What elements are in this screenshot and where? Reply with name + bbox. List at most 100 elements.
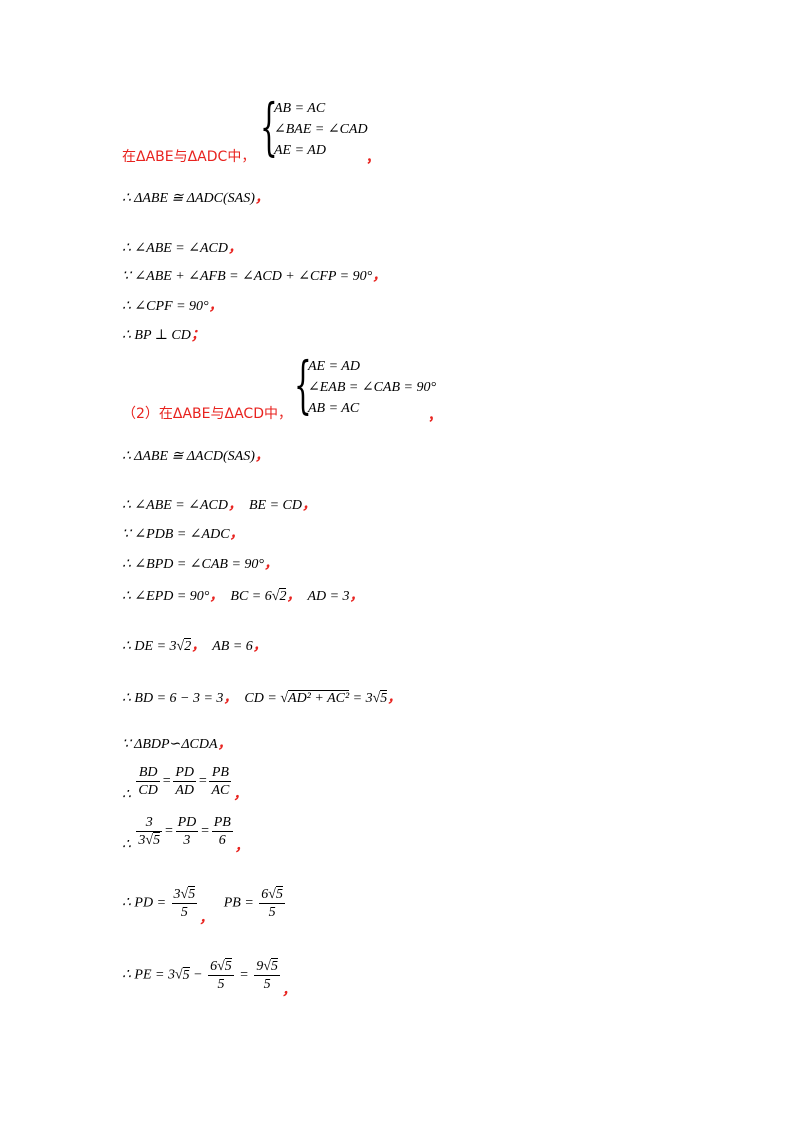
statement: ∴ ΔABE ≅ ΔADC(SAS) xyxy=(122,191,255,206)
comma: ， xyxy=(227,241,242,256)
numerator: 3√5 xyxy=(171,886,198,904)
line-16: ∴ BD CD = PD AD = PB AC， xyxy=(122,764,248,803)
statement: ∴ ∠EPD = 90° xyxy=(122,589,210,604)
system-line: ∠EAB = ∠CAB = 90° xyxy=(308,380,437,395)
comma: ， xyxy=(209,589,224,604)
numerator: BD xyxy=(136,764,160,782)
line-19: ∴ PE = 3√5 − 6√5 5 = 9√5 5， xyxy=(122,958,296,999)
comma: ， xyxy=(264,557,279,572)
radicand: 2 xyxy=(184,638,192,654)
statement: ∴ ∠ABE = ∠ACD xyxy=(122,241,228,256)
therefore-symbol: ∴ xyxy=(122,837,131,853)
line-6: ∴ BP ⊥ CD； xyxy=(122,327,205,345)
denominator: 5 xyxy=(217,977,225,992)
line-7: （2）在ΔABE与ΔACD中， xyxy=(122,405,292,424)
radicand: AD² + AC² xyxy=(288,690,350,706)
equation-system-1: AB = AC ∠BAE = ∠CAD AE = AD xyxy=(274,98,368,161)
radicand: 5 xyxy=(380,690,388,706)
condition-label: （2）在ΔABE与ΔACD中， xyxy=(122,406,292,422)
fraction: PD 3 xyxy=(175,814,199,849)
fraction: 9√5 5 xyxy=(254,958,280,993)
fraction: 6√5 5 xyxy=(208,958,234,993)
comma: ， xyxy=(252,639,267,654)
numerator: PB xyxy=(211,815,233,832)
line-3: ∴ ∠ABE = ∠ACD， xyxy=(122,240,242,258)
numerator: PD xyxy=(173,765,196,782)
condition-label: 在ΔABE与ΔADC中， xyxy=(122,149,256,165)
coefficient: 3 xyxy=(138,833,146,848)
statement: ∴ DE = 3 xyxy=(122,639,177,654)
system-line: ∠BAE = ∠CAD xyxy=(274,122,368,137)
fraction: PB 6 xyxy=(211,814,233,849)
comma: ， xyxy=(286,589,301,604)
statement: ∵ ∠PDB = ∠ADC xyxy=(122,527,230,542)
numerator: 9√5 xyxy=(254,958,280,976)
therefore-symbol: ∴ xyxy=(122,787,131,803)
comma: ， xyxy=(254,191,269,206)
radicand: 5 xyxy=(153,832,161,848)
line-12: ∴ ∠EPD = 90°， BC = 6√2， AD = 3， xyxy=(122,588,364,604)
comma: ， xyxy=(227,498,242,513)
line-8: ∴ ΔABE ≅ ΔACD(SAS)， xyxy=(122,448,269,466)
comma: ， xyxy=(223,691,238,706)
line-4: ∵ ∠ABE + ∠AFB = ∠ACD + ∠CFP = 90°， xyxy=(122,268,386,286)
radicand: 5 xyxy=(182,966,190,983)
fraction: BD CD xyxy=(136,764,160,799)
numerator: 6√5 xyxy=(208,958,234,976)
left-brace: { xyxy=(260,90,278,163)
fraction: 3√5 5 xyxy=(171,886,198,921)
comma: ， xyxy=(254,449,269,464)
system-line: AB = AC xyxy=(308,401,360,416)
numerator: PD xyxy=(175,815,199,832)
statement: ∴ PE = 3 xyxy=(122,967,175,983)
comma: ， xyxy=(199,911,214,927)
system-line: AE = AD xyxy=(274,143,326,158)
comma: ， xyxy=(366,151,380,166)
denominator: 6 xyxy=(218,833,226,848)
left-brace: { xyxy=(294,348,312,421)
line-5: ∴ ∠CPF = 90°， xyxy=(122,298,223,316)
coefficient: 3 xyxy=(173,887,181,902)
numerator: 3 xyxy=(136,814,163,832)
comma: ， xyxy=(281,983,296,999)
statement: PB = xyxy=(223,895,254,911)
comma: ， xyxy=(372,269,387,284)
minus-sign: − xyxy=(193,967,203,983)
comma: ， xyxy=(233,787,248,803)
fraction: PD AD xyxy=(173,764,196,799)
statement: ∴ BP ⊥ CD xyxy=(122,328,191,343)
coefficient: 6 xyxy=(261,887,269,902)
equation-system-2: AE = AD ∠EAB = ∠CAB = 90° AB = AC xyxy=(308,356,436,419)
line-13: ∴ DE = 3√2， AB = 6， xyxy=(122,638,267,654)
radicand: 5 xyxy=(275,886,283,902)
comma: ， xyxy=(229,527,244,542)
statement: AB = 6 xyxy=(212,639,253,654)
line-17: ∴ 3 3√5 = PD 3 = PB 6， xyxy=(122,814,249,855)
numerator: 6√5 xyxy=(259,886,285,904)
line-18: ∴ PD = 3√5 5， PB = 6√5 5 xyxy=(122,886,287,929)
comma: ， xyxy=(191,639,206,654)
denominator: CD xyxy=(138,783,158,798)
denominator: 5 xyxy=(180,905,188,920)
radicand: 5 xyxy=(188,886,196,902)
statement: ∴ ∠CPF = 90° xyxy=(122,299,209,314)
comma: ， xyxy=(349,589,364,604)
statement: ∵ ΔBDP∽ΔCDA xyxy=(122,737,218,752)
statement: ∴ PD = xyxy=(122,895,167,911)
denominator: 3 xyxy=(183,833,191,848)
comma: ， xyxy=(208,299,223,314)
statement: ∴ ∠ABE = ∠ACD xyxy=(122,498,228,513)
comma: ， xyxy=(234,839,249,855)
denominator: AD xyxy=(175,783,194,798)
radicand: 5 xyxy=(224,958,232,974)
line-10: ∵ ∠PDB = ∠ADC， xyxy=(122,526,244,544)
comma: ； xyxy=(190,328,205,343)
fraction: 3 3√5 xyxy=(136,814,163,849)
statement: ∵ ∠ABE + ∠AFB = ∠ACD + ∠CFP = 90° xyxy=(122,269,373,284)
numerator: PB xyxy=(209,764,232,782)
coefficient: 9 xyxy=(256,959,264,974)
comma: ， xyxy=(387,691,402,706)
line-1: 在ΔABE与ΔADC中， xyxy=(122,148,255,167)
line-2: ∴ ΔABE ≅ ΔADC(SAS)， xyxy=(122,190,269,208)
statement: CD = xyxy=(244,691,281,706)
